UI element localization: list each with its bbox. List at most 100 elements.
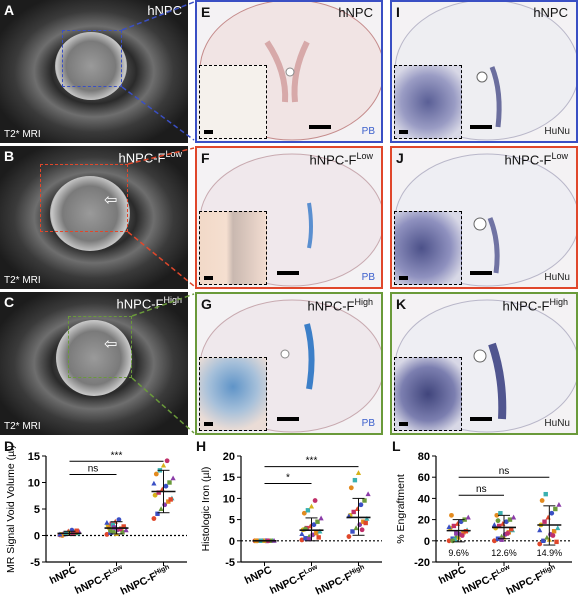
y-axis-label: MR Signal Void Volume (µl) <box>5 446 17 573</box>
scale-bar <box>470 417 492 421</box>
data-point <box>495 518 501 524</box>
data-point <box>301 510 307 516</box>
data-point <box>537 527 543 533</box>
scale-bar <box>277 271 299 275</box>
data-point <box>541 538 546 543</box>
panel-e-pb: E hNPC PB <box>195 0 383 143</box>
data-point <box>346 534 352 539</box>
y-tick-label: 10 <box>223 493 235 505</box>
x-tick-label: hNPC-FLow <box>268 564 321 597</box>
data-point <box>446 538 452 544</box>
data-point <box>348 485 354 491</box>
data-point <box>311 522 317 528</box>
data-point <box>160 462 167 468</box>
data-point <box>350 529 355 534</box>
panel-title: hNPC <box>338 5 373 20</box>
data-point <box>306 536 312 542</box>
stain-label: PB <box>361 126 375 137</box>
x-tick-label: hNPC-FLow <box>461 564 514 597</box>
panel-letter: J <box>396 150 404 166</box>
data-point <box>354 506 360 511</box>
panel-title: hNPC-FLow <box>118 149 182 166</box>
y-tick-label: -5 <box>225 557 235 569</box>
y-tick-label: -5 <box>30 557 40 569</box>
data-point <box>554 539 559 545</box>
significance-label: ns <box>499 466 510 477</box>
data-point <box>550 533 556 538</box>
x-tick-label: hNPC-FHigh <box>314 564 368 598</box>
scale-bar <box>309 125 331 129</box>
y-axis-label: % Engraftment <box>395 474 407 544</box>
data-point <box>305 508 311 513</box>
data-point <box>116 517 122 522</box>
panel-j-hunu: J hNPC-FLow HuNu <box>390 146 578 289</box>
data-point <box>108 528 113 534</box>
data-point <box>121 524 126 529</box>
data-point <box>498 511 503 516</box>
x-tick-label: hNPC <box>48 564 79 587</box>
y-tick-label: 60 <box>418 472 430 484</box>
data-point <box>364 515 370 521</box>
panel-c-mri: ⇦ C hNPC-FHigh T2* MRI <box>0 292 188 435</box>
data-point <box>168 497 173 502</box>
scale-bar <box>470 125 492 129</box>
data-point <box>497 523 502 529</box>
panel-title: hNPC-FLow <box>504 151 568 168</box>
panel-title: hNPC-FHigh <box>502 297 568 314</box>
x-tick-label: hNPC <box>437 564 468 587</box>
data-point <box>351 509 356 515</box>
scale-bar <box>470 271 492 275</box>
significance-label: *** <box>306 456 318 467</box>
data-point <box>74 528 79 533</box>
data-point <box>317 528 323 534</box>
data-point <box>504 519 509 525</box>
panel-letter: L <box>392 438 401 454</box>
stain-label: HuNu <box>544 418 570 429</box>
chart-svg: -20 0 20 40 60 80 % Engraftment hNPChNPC-FLowhN… <box>395 451 572 598</box>
data-point <box>543 491 548 497</box>
data-point <box>170 475 176 481</box>
mean-label: 9.6% <box>448 548 469 558</box>
panel-a-mri: A hNPC T2* MRI <box>0 0 188 143</box>
data-point <box>358 502 364 508</box>
x-tick-label: hNPC-FHigh <box>119 564 173 598</box>
data-point <box>555 525 561 531</box>
data-point <box>164 458 170 464</box>
stain-label: HuNu <box>544 126 570 137</box>
data-point <box>542 519 547 524</box>
panel-letter: G <box>201 296 212 312</box>
data-point <box>509 526 514 532</box>
modality-label: T2* MRI <box>4 421 41 432</box>
panel-letter: D <box>4 438 15 454</box>
panel-g-pb: G hNPC-FHigh PB <box>195 292 383 435</box>
data-point <box>556 501 562 507</box>
chart-d: -5 0 5 10 15 MR Signal Void Volume (µl) hNPC hN… <box>0 446 195 614</box>
data-point <box>299 531 305 537</box>
data-point <box>120 530 125 535</box>
data-point <box>545 514 551 520</box>
data-point <box>167 480 172 485</box>
panel-b-mri: ⇦ B hNPC-FLow T2* MRI <box>0 146 188 289</box>
roi-box <box>40 164 128 232</box>
stain-label: HuNu <box>544 272 570 283</box>
data-point <box>303 536 308 541</box>
data-point <box>449 512 454 518</box>
stain-label: PB <box>361 272 375 283</box>
data-point <box>451 523 457 529</box>
data-point <box>158 506 164 511</box>
data-point <box>363 520 368 526</box>
data-point <box>315 519 320 524</box>
data-point <box>151 516 157 521</box>
panel-k-hunu: K hNPC-FHigh HuNu <box>390 292 578 435</box>
panel-title: hNPC-FLow <box>309 151 373 168</box>
data-point <box>104 532 110 537</box>
data-point <box>459 533 465 538</box>
arrow-icon: ⇦ <box>104 336 118 353</box>
data-point <box>507 517 513 522</box>
chart-h: -5 0 5 10 15 20 Histologic Iron (µl) hNPC hNPC-F… <box>195 446 390 614</box>
y-tick-label: 0 <box>34 531 40 543</box>
data-point <box>156 490 161 495</box>
y-tick-label: 15 <box>28 451 40 463</box>
significance-label: * <box>286 473 290 484</box>
